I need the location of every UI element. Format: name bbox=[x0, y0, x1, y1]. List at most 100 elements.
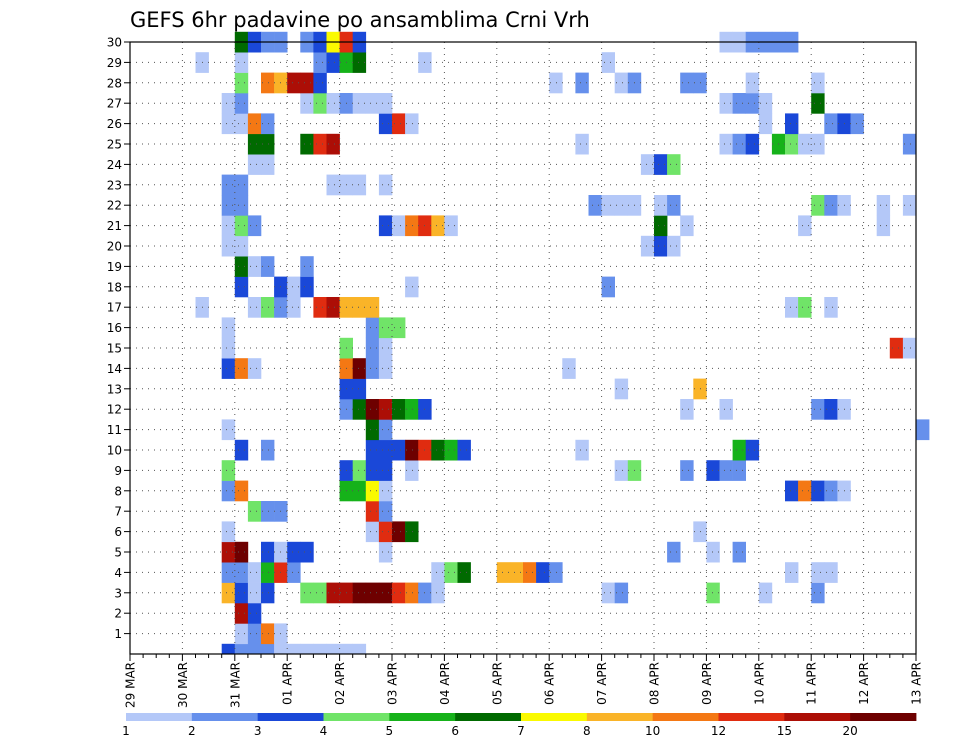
heatmap-cell bbox=[811, 582, 825, 604]
x-tick-label: 09 APR bbox=[700, 662, 714, 705]
heatmap-cell bbox=[365, 297, 380, 318]
heatmap-cell bbox=[313, 93, 327, 114]
heatmap-cell bbox=[798, 215, 812, 237]
heatmap-cell bbox=[234, 480, 249, 502]
x-tick-label: 03 APR bbox=[386, 662, 400, 705]
heatmap-cell bbox=[247, 501, 262, 522]
heatmap-cell bbox=[234, 174, 249, 196]
heatmap-cell bbox=[287, 643, 301, 655]
heatmap-cell bbox=[300, 643, 314, 655]
heatmap-cell bbox=[261, 256, 275, 277]
heatmap-cell bbox=[601, 582, 615, 604]
heatmap-cell bbox=[405, 215, 419, 237]
y-tick-label: 29 bbox=[107, 56, 122, 70]
heatmap-cell bbox=[732, 93, 746, 114]
heatmap-cell bbox=[352, 582, 367, 604]
heatmap-cell bbox=[221, 541, 236, 563]
y-tick-label: 15 bbox=[107, 342, 122, 356]
colorbar-swatch bbox=[389, 713, 456, 721]
chart-title: GEFS 6hr padavine po ansamblima Crni Vrh bbox=[130, 8, 590, 32]
heatmap-cell bbox=[300, 582, 314, 604]
heatmap-cell bbox=[365, 480, 380, 502]
heatmap-cell bbox=[300, 256, 314, 277]
heatmap-cell bbox=[247, 113, 262, 135]
heatmap-cell bbox=[352, 643, 367, 655]
heatmap-cell bbox=[614, 378, 629, 400]
heatmap-cell bbox=[654, 215, 668, 237]
heatmap-cell bbox=[614, 195, 629, 216]
heatmap-cell bbox=[680, 399, 694, 420]
heatmap-cell bbox=[365, 460, 380, 481]
heatmap-cell bbox=[457, 439, 471, 461]
y-tick-label: 8 bbox=[114, 484, 122, 498]
heatmap-cell bbox=[706, 460, 720, 481]
heatmap-cell bbox=[365, 439, 380, 461]
heatmap-cell bbox=[221, 317, 236, 339]
x-tick-label: 12 APR bbox=[857, 662, 871, 705]
heatmap-cell bbox=[732, 133, 746, 155]
heatmap-cell bbox=[234, 113, 249, 135]
heatmap-cell bbox=[785, 133, 799, 155]
heatmap-cell bbox=[234, 235, 249, 257]
heatmap-cell bbox=[247, 297, 262, 318]
x-tick-label: 08 APR bbox=[648, 662, 662, 705]
heatmap-cell bbox=[365, 582, 380, 604]
heatmap-cell bbox=[614, 460, 629, 481]
heatmap-cell bbox=[234, 623, 249, 645]
heatmap-cell bbox=[824, 480, 838, 502]
y-tick-label: 7 bbox=[114, 505, 122, 519]
colorbar: 1 2 3 4 5 6 7 8 10 12 15 20 bbox=[122, 713, 917, 738]
heatmap-cell bbox=[824, 195, 838, 216]
x-tick-label: 30 MAR bbox=[176, 662, 190, 708]
heatmap-cell bbox=[614, 582, 629, 604]
heatmap-cell bbox=[352, 399, 367, 420]
heatmap-cell bbox=[719, 133, 733, 155]
colorbar-swatch bbox=[784, 713, 851, 721]
heatmap-cell bbox=[326, 93, 340, 114]
y-tick-label: 12 bbox=[107, 403, 122, 417]
heatmap-cell bbox=[378, 439, 393, 461]
heatmap-cell bbox=[247, 154, 262, 175]
heatmap-cell bbox=[392, 317, 406, 339]
heatmap-cell bbox=[221, 419, 236, 441]
heatmap-cell bbox=[745, 439, 760, 461]
heatmap-cell bbox=[392, 582, 406, 604]
heatmap-cell bbox=[785, 480, 799, 502]
colorbar-swatch bbox=[586, 713, 654, 721]
heatmap-cell bbox=[300, 93, 314, 114]
heatmap-cell bbox=[392, 399, 406, 420]
heatmap-cell bbox=[378, 93, 393, 114]
heatmap-cell bbox=[313, 297, 327, 318]
heatmap-cell bbox=[876, 215, 891, 237]
heatmap-cell bbox=[667, 154, 681, 175]
heatmap-cell bbox=[313, 72, 327, 94]
y-axis: 1234567891011121314151617181920212223242… bbox=[107, 36, 130, 641]
heatmap-cell bbox=[352, 174, 367, 196]
y-tick-label: 27 bbox=[107, 97, 122, 111]
heatmap-cell bbox=[352, 297, 367, 318]
heatmap-cell bbox=[221, 113, 236, 135]
heatmap-cell bbox=[588, 195, 602, 216]
y-tick-label: 20 bbox=[107, 240, 122, 254]
heatmap-cell bbox=[575, 133, 589, 155]
colorbar-label: 2 bbox=[188, 724, 196, 738]
heatmap-cell bbox=[378, 337, 393, 359]
x-tick-label: 02 APR bbox=[333, 662, 347, 705]
heatmap-cell bbox=[261, 439, 275, 461]
heatmap-cell bbox=[300, 541, 314, 563]
heatmap-cell bbox=[326, 52, 340, 73]
heatmap-cell bbox=[405, 460, 419, 481]
heatmap-cell bbox=[221, 521, 236, 543]
heatmap-cell bbox=[234, 72, 249, 94]
y-tick-label: 18 bbox=[107, 280, 122, 294]
heatmap-cell bbox=[405, 521, 419, 543]
heatmap-cell bbox=[261, 643, 275, 655]
heatmap-cell bbox=[798, 297, 812, 318]
heatmap-cell bbox=[536, 562, 550, 583]
heatmap-cell bbox=[378, 317, 393, 339]
x-axis: 29 MAR 30 MAR 31 MAR 01 APR 02 APR 03 APR 04 A… bbox=[124, 654, 924, 708]
heatmap-cell bbox=[247, 603, 262, 624]
heatmap-cell bbox=[261, 623, 275, 645]
heatmap-cell bbox=[392, 521, 406, 543]
